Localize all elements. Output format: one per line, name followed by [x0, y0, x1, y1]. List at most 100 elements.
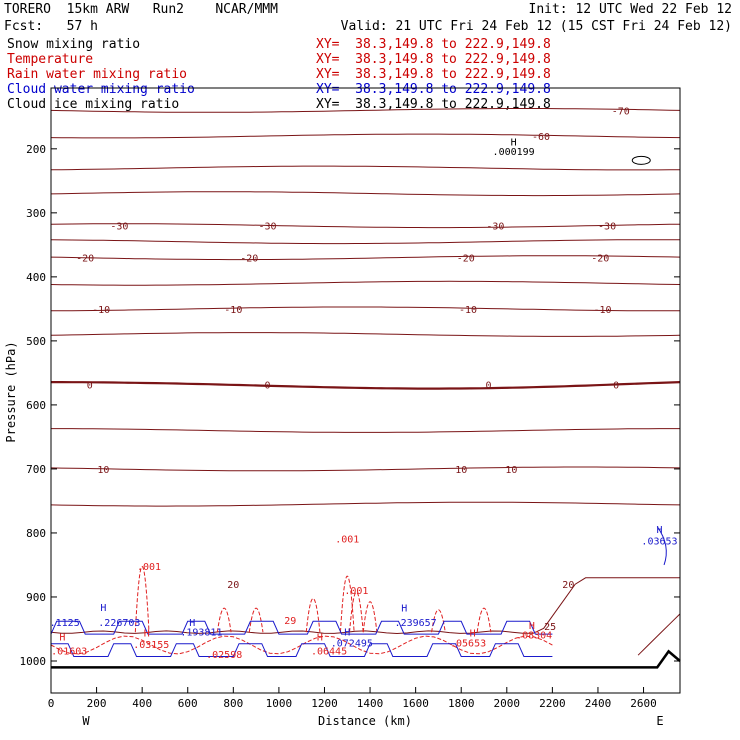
annotation-label: .000199	[493, 147, 535, 158]
annotation-label: .01603	[51, 647, 87, 658]
annotation-label: .08304	[516, 631, 552, 642]
legend-rain-xy: XY= 38.3,149.8 to 222.9,149.8	[316, 67, 551, 82]
plot-frame	[50, 87, 681, 694]
rain-contours	[50, 566, 553, 655]
isotherm-label: 10	[455, 465, 467, 476]
annotation-label: 29	[284, 616, 296, 627]
isotherm--10	[50, 306, 680, 312]
annotation-label: H	[656, 525, 662, 536]
annotation-label: H	[511, 138, 517, 149]
y-tick-label: 500	[26, 335, 46, 348]
annotation-label: .1125	[50, 618, 80, 629]
legend-cloud-water-xy: XY= 38.3,149.8 to 222.9,149.8	[316, 82, 551, 97]
isotherm-label: -20	[76, 254, 94, 265]
x-axis-label: Distance (km)	[318, 714, 412, 728]
x-tick-label: 1000	[266, 697, 293, 710]
isotherm--25	[50, 239, 680, 245]
x-tick-label: 800	[223, 697, 243, 710]
y-tick-label: 200	[26, 143, 46, 156]
isotherm--30	[50, 223, 681, 229]
annotation-label: .001	[335, 535, 359, 546]
temperature-isotherms: -70 -60 -30 -30 -30 -30 -20 -20 -20 -20 -10 -10 -10 -…	[50, 106, 681, 656]
forecast-hour: Fcst: 57 h	[4, 19, 98, 34]
y-tick-label: 400	[26, 271, 46, 284]
isotherm--5	[50, 332, 681, 337]
annotation-label: .05653	[450, 638, 486, 649]
x-tick-label: 2200	[539, 697, 566, 710]
x-tick-label: 600	[178, 697, 198, 710]
x-tick-label: 2400	[585, 697, 612, 710]
x-tick-label: 400	[132, 697, 152, 710]
annotation-label: .239657	[395, 618, 437, 629]
isotherm-label: 0	[264, 380, 270, 391]
annotation-label: H	[59, 633, 65, 644]
annotation-label: .072495	[331, 638, 373, 649]
isotherm-0	[51, 381, 681, 390]
rain-contour	[349, 591, 364, 633]
isotherm-label: -30	[110, 222, 128, 233]
snow-contour	[631, 155, 651, 165]
x-tick-label: 1800	[448, 697, 475, 710]
isotherm-label: -20	[457, 254, 475, 265]
west-label: W	[82, 714, 90, 728]
x-tick-label: 1400	[357, 697, 384, 710]
y-tick-label: 1000	[20, 655, 47, 668]
annotation-label: H	[144, 629, 150, 640]
init-time: Init: 12 UTC Wed 22 Feb 12	[528, 2, 733, 17]
model-title: TORERO 15km ARW Run2 NCAR/MMM	[4, 2, 278, 17]
annotation-label: .001	[344, 586, 368, 597]
x-tick-label: 2000	[494, 697, 521, 710]
isotherm-label: 0	[87, 380, 93, 391]
isotherm-15	[50, 501, 681, 507]
cloud-water-contour	[51, 643, 553, 657]
x-tick-label: 0	[48, 697, 55, 710]
isotherm--20	[50, 255, 681, 261]
isotherm--50	[50, 165, 680, 171]
rain-contour	[216, 607, 232, 633]
rain-contour	[362, 601, 378, 633]
x-tick-label: 1200	[311, 697, 338, 710]
isotherm-label: -10	[224, 305, 242, 316]
annotation-label: .001	[137, 562, 161, 573]
isotherm-label: -10	[92, 305, 110, 316]
isotherm-label: -60	[532, 132, 550, 143]
isotherm-20	[50, 577, 680, 635]
x-tick-label: 1600	[402, 697, 429, 710]
annotation-label: H	[470, 629, 476, 640]
isotherm-25	[637, 613, 681, 656]
annotation-label: .02598	[206, 650, 242, 661]
isotherm-label: -10	[459, 305, 477, 316]
isotherm--15	[50, 280, 681, 286]
isotherm-label: -30	[598, 222, 616, 233]
isotherm-label: 0	[613, 380, 619, 391]
isotherm-label: 10	[505, 465, 517, 476]
rain-contour	[339, 575, 355, 633]
axes: 0 200 400 600 800 1000 1200 1400 1600 1800 2000 220…	[20, 87, 681, 710]
terrain-line	[51, 649, 681, 669]
y-tick-label: 300	[26, 207, 46, 220]
annotation-label: .03155	[133, 640, 169, 651]
isotherm--70	[50, 108, 681, 113]
annotation-label: .03653	[641, 536, 677, 547]
isotherm-label: 20	[227, 580, 239, 591]
x-tick-label: 2600	[630, 697, 657, 710]
isotherm-label: -30	[258, 222, 276, 233]
y-tick-label: 700	[26, 463, 46, 476]
cloud-water-contour-east	[656, 526, 667, 566]
y-tick-label: 900	[26, 591, 46, 604]
x-tick-label: 200	[87, 697, 107, 710]
isotherm--60	[50, 133, 681, 139]
annotation-label: H	[344, 627, 350, 638]
rain-contour	[248, 607, 264, 633]
legend-snow-xy: XY= 38.3,149.8 to 222.9,149.8	[316, 37, 551, 52]
isotherm-label: -20	[240, 254, 258, 265]
legend-temperature-xy: XY= 38.3,149.8 to 222.9,149.8	[316, 52, 551, 67]
annotation-label: H	[100, 603, 106, 614]
annotation-label: H	[189, 618, 195, 629]
rain-contour	[431, 609, 446, 633]
annotations: H.000199H.03653.001.001.001H.1125.226703…	[50, 138, 678, 661]
rain-contour	[476, 607, 492, 633]
east-label: E	[656, 714, 663, 728]
legend-cloud-water: Cloud water mixing ratio	[7, 82, 195, 97]
